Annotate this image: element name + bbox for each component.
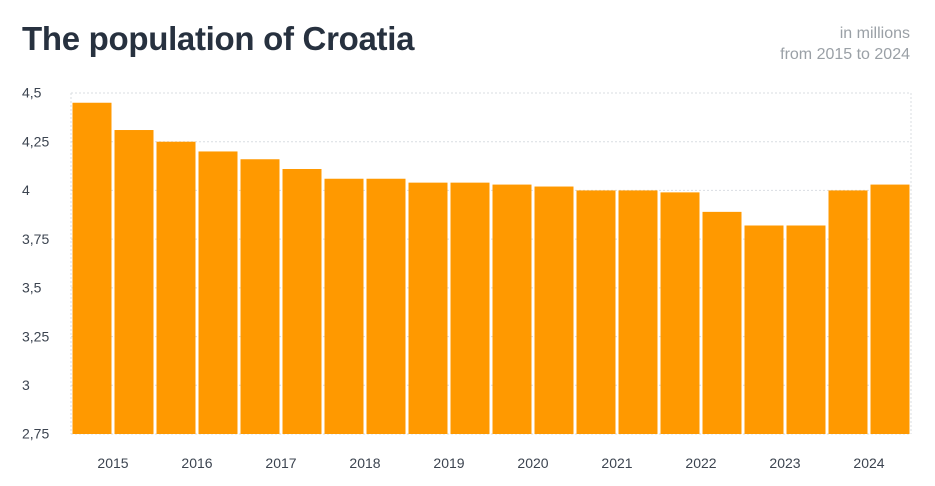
- y-tick-label: 4,25: [22, 133, 49, 149]
- bar: [450, 182, 490, 434]
- x-tick-label: 2019: [433, 455, 464, 471]
- x-tick-label: 2018: [349, 455, 380, 471]
- bar: [156, 141, 196, 434]
- chart-subtitle: in millions from 2015 to 2024: [780, 23, 910, 65]
- bar: [702, 211, 742, 434]
- bar: [870, 184, 910, 434]
- y-tick-label: 3,5: [22, 280, 42, 296]
- subtitle-units: in millions: [839, 25, 910, 42]
- bar: [618, 190, 658, 434]
- y-tick-label: 4,5: [22, 85, 42, 101]
- bar: [240, 159, 280, 434]
- x-tick-label: 2016: [181, 455, 212, 471]
- grid-lines: [70, 92, 912, 435]
- x-tick-label: 2024: [853, 455, 884, 471]
- bar: [366, 178, 406, 434]
- bar: [576, 190, 616, 434]
- y-axis-ticks: 2,75 3 3,25 3,5 3,75 4 4,25 4,5: [22, 85, 49, 442]
- bar: [114, 130, 154, 434]
- bar: [282, 168, 322, 434]
- x-axis-ticks: 2015 2016 2017 2018 2019 2020 2021 2022 2023 2024: [97, 455, 884, 471]
- bar: [492, 184, 532, 434]
- bar: [828, 190, 868, 434]
- x-tick-label: 2022: [685, 455, 716, 471]
- y-tick-label: 3,75: [22, 231, 49, 247]
- bar: [198, 151, 238, 434]
- bar: [408, 182, 448, 434]
- bar: [72, 102, 112, 434]
- chart-title: The population of Croatia: [22, 20, 415, 57]
- y-tick-label: 4: [22, 182, 30, 198]
- x-tick-label: 2015: [97, 455, 128, 471]
- x-tick-label: 2017: [265, 455, 296, 471]
- bar: [786, 225, 826, 434]
- x-tick-label: 2020: [517, 455, 548, 471]
- y-tick-label: 2,75: [22, 426, 49, 442]
- y-tick-label: 3,25: [22, 328, 49, 344]
- y-tick-label: 3: [22, 377, 30, 393]
- bars: [72, 102, 910, 434]
- x-tick-label: 2023: [769, 455, 800, 471]
- bar: [660, 192, 700, 434]
- bar: [324, 178, 364, 434]
- bar: [744, 225, 784, 434]
- x-tick-label: 2021: [601, 455, 632, 471]
- subtitle-range: from 2015 to 2024: [780, 46, 910, 63]
- bar: [534, 186, 574, 434]
